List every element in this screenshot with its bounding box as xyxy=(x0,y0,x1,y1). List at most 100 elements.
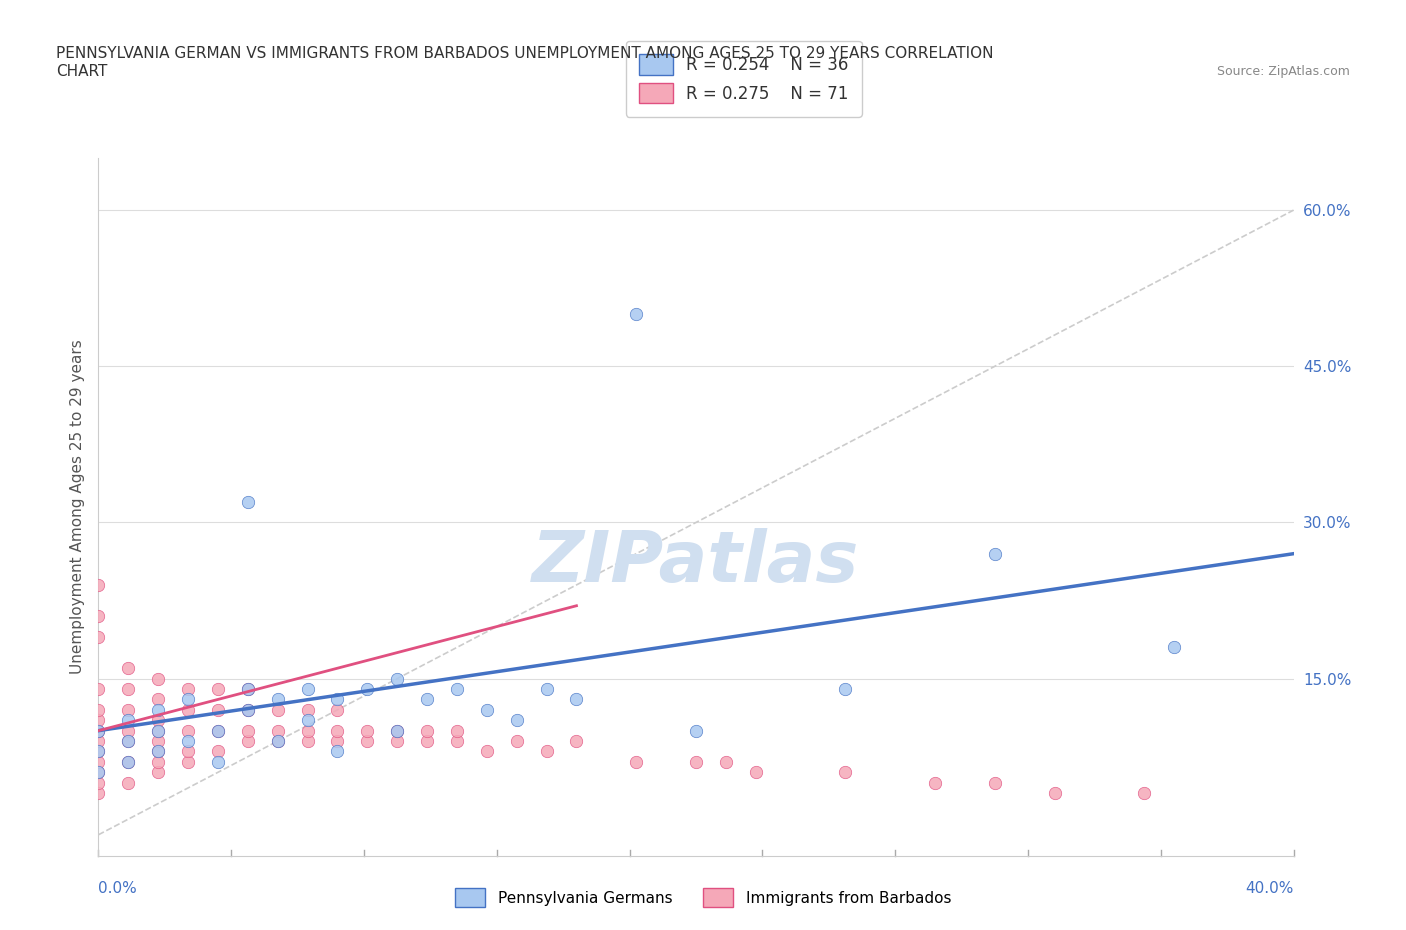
Point xyxy=(685,724,707,738)
Point xyxy=(236,682,259,697)
Point xyxy=(236,734,259,749)
Point xyxy=(148,744,170,759)
Point xyxy=(416,692,439,707)
Point xyxy=(148,734,170,749)
Point xyxy=(207,754,229,769)
Point xyxy=(326,702,349,717)
Point xyxy=(148,702,170,717)
Point xyxy=(148,712,170,727)
Point xyxy=(117,682,139,697)
Point xyxy=(385,724,409,738)
Point xyxy=(356,734,378,749)
Point xyxy=(87,630,110,644)
Point xyxy=(87,724,110,738)
Point xyxy=(87,776,110,790)
Point xyxy=(148,754,170,769)
Point xyxy=(356,682,378,697)
Point xyxy=(356,724,378,738)
Point xyxy=(117,702,139,717)
Point xyxy=(207,682,229,697)
Point xyxy=(207,724,229,738)
Point xyxy=(207,724,229,738)
Point xyxy=(87,734,110,749)
Point xyxy=(416,724,439,738)
Point xyxy=(924,776,946,790)
Point xyxy=(207,744,229,759)
Point xyxy=(117,734,139,749)
Point xyxy=(236,702,259,717)
Point xyxy=(177,702,200,717)
Point xyxy=(475,744,498,759)
Point xyxy=(626,754,648,769)
Point xyxy=(565,692,588,707)
Point xyxy=(1043,786,1066,801)
Point xyxy=(117,776,139,790)
Point xyxy=(267,702,290,717)
Point xyxy=(207,702,229,717)
Point xyxy=(117,724,139,738)
Point xyxy=(385,734,409,749)
Point xyxy=(1163,640,1185,655)
Point xyxy=(177,734,200,749)
Point xyxy=(87,764,110,779)
Point xyxy=(148,724,170,738)
Point xyxy=(297,724,319,738)
Point xyxy=(1133,786,1156,801)
Point xyxy=(834,682,856,697)
Point xyxy=(148,764,170,779)
Legend: R = 0.254    N = 36, R = 0.275    N = 71: R = 0.254 N = 36, R = 0.275 N = 71 xyxy=(626,41,862,116)
Point xyxy=(236,682,259,697)
Point xyxy=(148,744,170,759)
Point xyxy=(475,702,498,717)
Point xyxy=(834,764,856,779)
Point xyxy=(117,754,139,769)
Point xyxy=(267,692,290,707)
Point xyxy=(326,692,349,707)
Text: PENNSYLVANIA GERMAN VS IMMIGRANTS FROM BARBADOS UNEMPLOYMENT AMONG AGES 25 TO 29: PENNSYLVANIA GERMAN VS IMMIGRANTS FROM B… xyxy=(56,46,994,79)
Y-axis label: Unemployment Among Ages 25 to 29 years: Unemployment Among Ages 25 to 29 years xyxy=(69,339,84,674)
Point xyxy=(984,546,1007,561)
Text: Source: ZipAtlas.com: Source: ZipAtlas.com xyxy=(1216,65,1350,78)
Point xyxy=(297,702,319,717)
Point xyxy=(984,776,1007,790)
Point xyxy=(87,609,110,624)
Point xyxy=(117,712,139,727)
Point xyxy=(87,744,110,759)
Point xyxy=(446,682,468,697)
Point xyxy=(506,712,529,727)
Point xyxy=(714,754,737,769)
Point xyxy=(87,764,110,779)
Point xyxy=(117,734,139,749)
Point xyxy=(236,724,259,738)
Point xyxy=(506,734,529,749)
Point xyxy=(385,724,409,738)
Point xyxy=(446,734,468,749)
Point xyxy=(326,744,349,759)
Legend: Pennsylvania Germans, Immigrants from Barbados: Pennsylvania Germans, Immigrants from Ba… xyxy=(449,883,957,913)
Point xyxy=(87,754,110,769)
Point xyxy=(297,712,319,727)
Point xyxy=(297,682,319,697)
Point xyxy=(536,682,558,697)
Point xyxy=(117,754,139,769)
Point xyxy=(626,307,648,322)
Point xyxy=(565,734,588,749)
Point xyxy=(685,754,707,769)
Point xyxy=(148,724,170,738)
Point xyxy=(87,702,110,717)
Point xyxy=(326,724,349,738)
Point xyxy=(267,724,290,738)
Text: 0.0%: 0.0% xyxy=(98,881,138,896)
Point xyxy=(148,692,170,707)
Point xyxy=(236,494,259,509)
Point xyxy=(87,744,110,759)
Point xyxy=(177,754,200,769)
Point xyxy=(87,724,110,738)
Point xyxy=(416,734,439,749)
Point xyxy=(236,702,259,717)
Point xyxy=(87,712,110,727)
Point xyxy=(87,578,110,592)
Point xyxy=(117,661,139,676)
Point xyxy=(446,724,468,738)
Point xyxy=(148,671,170,686)
